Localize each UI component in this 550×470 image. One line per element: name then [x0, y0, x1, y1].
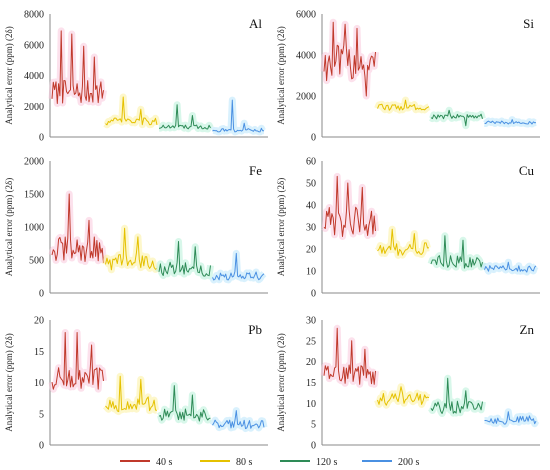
series-glow-al-2 — [156, 101, 214, 133]
y-tick-label: 500 — [29, 256, 44, 267]
panel-title: Si — [523, 16, 534, 31]
panel-title: Al — [249, 16, 262, 31]
y-tick-label: 2000 — [296, 92, 316, 103]
y-axis-label: Analytical error (ppm) (2δ) — [276, 178, 286, 276]
series-line-al-40s — [51, 30, 104, 104]
y-tick-label: 60 — [306, 157, 316, 168]
panel-pb: 0 5 10 15 20 Analytical error (ppm) (2δ) Pb — [4, 316, 268, 452]
panel-si: 0 2000 4000 6000 Analytical error (ppm) (2δ)… — [276, 10, 540, 144]
y-tick-label: 10 — [306, 399, 316, 410]
series-line-fe-200s — [212, 252, 265, 281]
y-tick-label: 0 — [311, 441, 316, 452]
y-tick-label: 0 — [39, 289, 44, 300]
series-line-pb-80s — [105, 375, 158, 413]
y-tick-label: 5 — [311, 420, 316, 431]
y-tick-label: 6000 — [24, 40, 44, 51]
series-line-cu-80s — [377, 228, 430, 256]
y-tick-label: 15 — [306, 378, 316, 389]
y-tick-label: 1000 — [24, 223, 44, 234]
y-tick-label: 20 — [306, 357, 316, 368]
y-tick-label: 2000 — [24, 157, 44, 168]
legend-label-120s: 120 s — [316, 457, 338, 468]
legend: 40 s 80 s 120 s 200 s — [120, 457, 420, 468]
y-tick-label: 25 — [306, 336, 316, 347]
series-line-zn-120s — [430, 377, 483, 414]
y-tick-label: 20 — [34, 316, 44, 327]
y-tick-label: 50 — [306, 179, 316, 190]
y-axis-label: Analytical error (ppm) (2δ) — [276, 333, 286, 431]
series-line-cu-200s — [484, 261, 537, 273]
y-axis-label: Analytical error (ppm) (2δ) — [4, 178, 14, 276]
panel-al: 0 2000 4000 6000 8000 Analytical error (ppm) … — [4, 10, 268, 144]
series-line-si-40s — [323, 21, 376, 97]
legend-item-80s: 80 s — [200, 457, 253, 468]
y-tick-label: 6000 — [296, 10, 316, 21]
y-axis-label: Analytical error (ppm) (2δ) — [276, 26, 286, 124]
series-glow-si-2 — [428, 106, 486, 130]
y-tick-label: 2000 — [24, 102, 44, 113]
y-axis-label: Analytical error (ppm) (2δ) — [4, 26, 14, 124]
series-glow-al-3 — [210, 96, 267, 136]
series-line-fe-80s — [105, 227, 158, 271]
panel-title: Zn — [520, 322, 535, 337]
y-axis-label: Analytical error (ppm) (2δ) — [4, 333, 14, 431]
y-tick-label: 4000 — [24, 71, 44, 82]
y-tick-label: 15 — [34, 347, 44, 358]
series-line-zn-200s — [484, 411, 537, 425]
series-line-zn-80s — [377, 386, 430, 406]
panel-fe: 0 500 1000 1500 2000 Analytical error (ppm) (… — [4, 157, 268, 300]
y-tick-label: 30 — [306, 316, 316, 327]
series-line-zn-40s — [323, 327, 376, 385]
panel-cu: 0 10 20 30 40 50 60 Analytical error (ppm) (2δ)… — [276, 157, 540, 300]
series-line-si-80s — [377, 99, 430, 111]
y-tick-label: 0 — [311, 133, 316, 144]
panel-title: Cu — [519, 163, 535, 178]
y-tick-label: 30 — [306, 223, 316, 234]
y-tick-label: 0 — [39, 441, 44, 452]
series-glow-cu-1 — [374, 225, 431, 259]
panel-title: Fe — [249, 163, 262, 178]
series-line-pb-40s — [51, 332, 104, 390]
legend-label-40s: 40 s — [156, 457, 173, 468]
series-line-fe-40s — [51, 193, 104, 263]
y-tick-label: 40 — [306, 201, 316, 212]
series-line-al-120s — [158, 104, 211, 130]
series-line-al-80s — [105, 96, 158, 126]
series-line-al-200s — [212, 99, 264, 133]
legend-label-200s: 200 s — [398, 457, 420, 468]
legend-item-120s: 120 s — [280, 457, 338, 468]
y-tick-label: 8000 — [24, 10, 44, 21]
y-tick-label: 1500 — [24, 190, 44, 201]
y-tick-label: 0 — [39, 133, 44, 144]
series-glow-cu-0 — [321, 172, 379, 240]
series-line-fe-120s — [158, 241, 211, 277]
legend-item-200s: 200 s — [362, 457, 420, 468]
panel-zn: 0 5 10 15 20 25 30 Analytical error (ppm) (2δ) Z… — [276, 316, 540, 452]
y-tick-label: 0 — [311, 289, 316, 300]
legend-item-40s: 40 s — [120, 457, 173, 468]
y-tick-label: 10 — [34, 378, 44, 389]
series-line-cu-40s — [323, 175, 376, 237]
y-tick-label: 4000 — [296, 51, 316, 62]
series-line-si-120s — [430, 109, 483, 127]
legend-label-80s: 80 s — [236, 457, 253, 468]
series-line-cu-120s — [430, 235, 483, 269]
y-tick-label: 10 — [306, 267, 316, 278]
y-tick-label: 5 — [39, 409, 44, 420]
series-line-pb-120s — [158, 385, 211, 422]
y-tick-label: 20 — [306, 245, 316, 256]
panel-title: Pb — [248, 322, 262, 337]
series-line-si-200s — [484, 119, 537, 125]
series-line-pb-200s — [212, 410, 265, 430]
